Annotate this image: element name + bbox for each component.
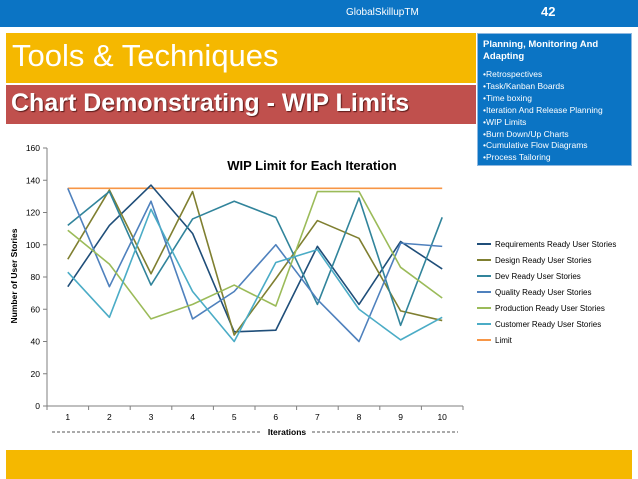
x-axis-title-backdrop: [262, 426, 312, 438]
series-lines: [67, 184, 443, 343]
header-bar: GlobalSkillupTM 42: [0, 0, 638, 27]
wip-line-chart: WIP Limit for Each Iteration Number of U…: [9, 143, 616, 438]
page-title: Tools & Techniques: [12, 38, 279, 73]
y-tick-label: 20: [31, 369, 41, 379]
x-axis-title: Iterations: [268, 427, 307, 437]
x-tick-label: 2: [107, 412, 112, 422]
x-tick-label: 5: [232, 412, 237, 422]
subtitle-bar: [6, 85, 476, 124]
series-line-4: [67, 188, 443, 343]
axes: 0 20 40 60 80 100 120 140 160 1 2 3 4 5 6 7 8 9 10: [26, 143, 464, 422]
y-tick-label: 120: [26, 208, 40, 218]
slide-number: 42: [541, 4, 556, 19]
y-tick-label: 140: [26, 175, 40, 185]
side-panel-item: •Task/Kanban Boards: [483, 80, 565, 91]
series-line-2: [67, 189, 443, 336]
series-line-1: [67, 184, 443, 333]
x-tick-label: 3: [149, 412, 154, 422]
series-line-6: [67, 208, 443, 343]
x-tick-label: 1: [65, 412, 70, 422]
x-tick-label: 8: [357, 412, 362, 422]
footer-bar: [6, 450, 632, 479]
side-panel: [477, 33, 632, 166]
slide-subtitle: Chart Demonstrating - WIP Limits: [11, 89, 410, 117]
side-panel-item: •Burn Down/Up Charts: [483, 128, 569, 139]
series-line-3: [67, 190, 443, 327]
side-panel-item: •Iteration And Release Planning: [483, 104, 603, 115]
y-tick-label: 0: [35, 401, 40, 411]
title-bar: [6, 33, 476, 83]
legend-label: Quality Ready User Stories: [495, 288, 591, 297]
chart-title: WIP Limit for Each Iteration: [227, 158, 397, 173]
legend-label: Limit: [495, 336, 513, 345]
side-panel-list: •Retrospectives •Task/Kanban Boards •Tim…: [483, 69, 631, 164]
x-tick-label: 10: [437, 412, 447, 422]
legend-label: Customer Ready User Stories: [495, 320, 601, 329]
y-tick-label: 60: [31, 304, 41, 314]
legend-label: Requirements Ready User Stories: [495, 240, 616, 249]
side-panel-item: •Process Tailoring: [483, 152, 551, 163]
side-panel-item: •WIP Limits: [483, 116, 527, 127]
legend-label: Production Ready User Stories: [495, 304, 605, 313]
legend-label: Dev Ready User Stories: [495, 272, 581, 281]
y-tick-label: 40: [31, 337, 41, 347]
y-axis-title: Number of User Stories: [9, 228, 19, 323]
side-panel-heading: Planning, Monitoring And Adapting: [483, 39, 599, 62]
y-tick-label: 100: [26, 240, 40, 250]
x-tick-label: 9: [398, 412, 403, 422]
x-tick-label: 4: [190, 412, 195, 422]
side-panel-item: •Retrospectives: [483, 69, 543, 79]
brand-label: GlobalSkillupTM: [346, 7, 419, 18]
x-tick-label: 7: [315, 412, 320, 422]
y-tick-label: 80: [31, 272, 41, 282]
x-tick-label: 6: [273, 412, 278, 422]
legend-label: Design Ready User Stories: [495, 256, 591, 265]
y-tick-label: 160: [26, 143, 40, 153]
legend: Requirements Ready User Stories Design Re…: [477, 240, 616, 345]
side-panel-item: •Cumulative Flow Diagrams: [483, 140, 588, 151]
side-panel-item: •Time boxing: [483, 92, 532, 103]
series-line-5: [67, 190, 443, 320]
